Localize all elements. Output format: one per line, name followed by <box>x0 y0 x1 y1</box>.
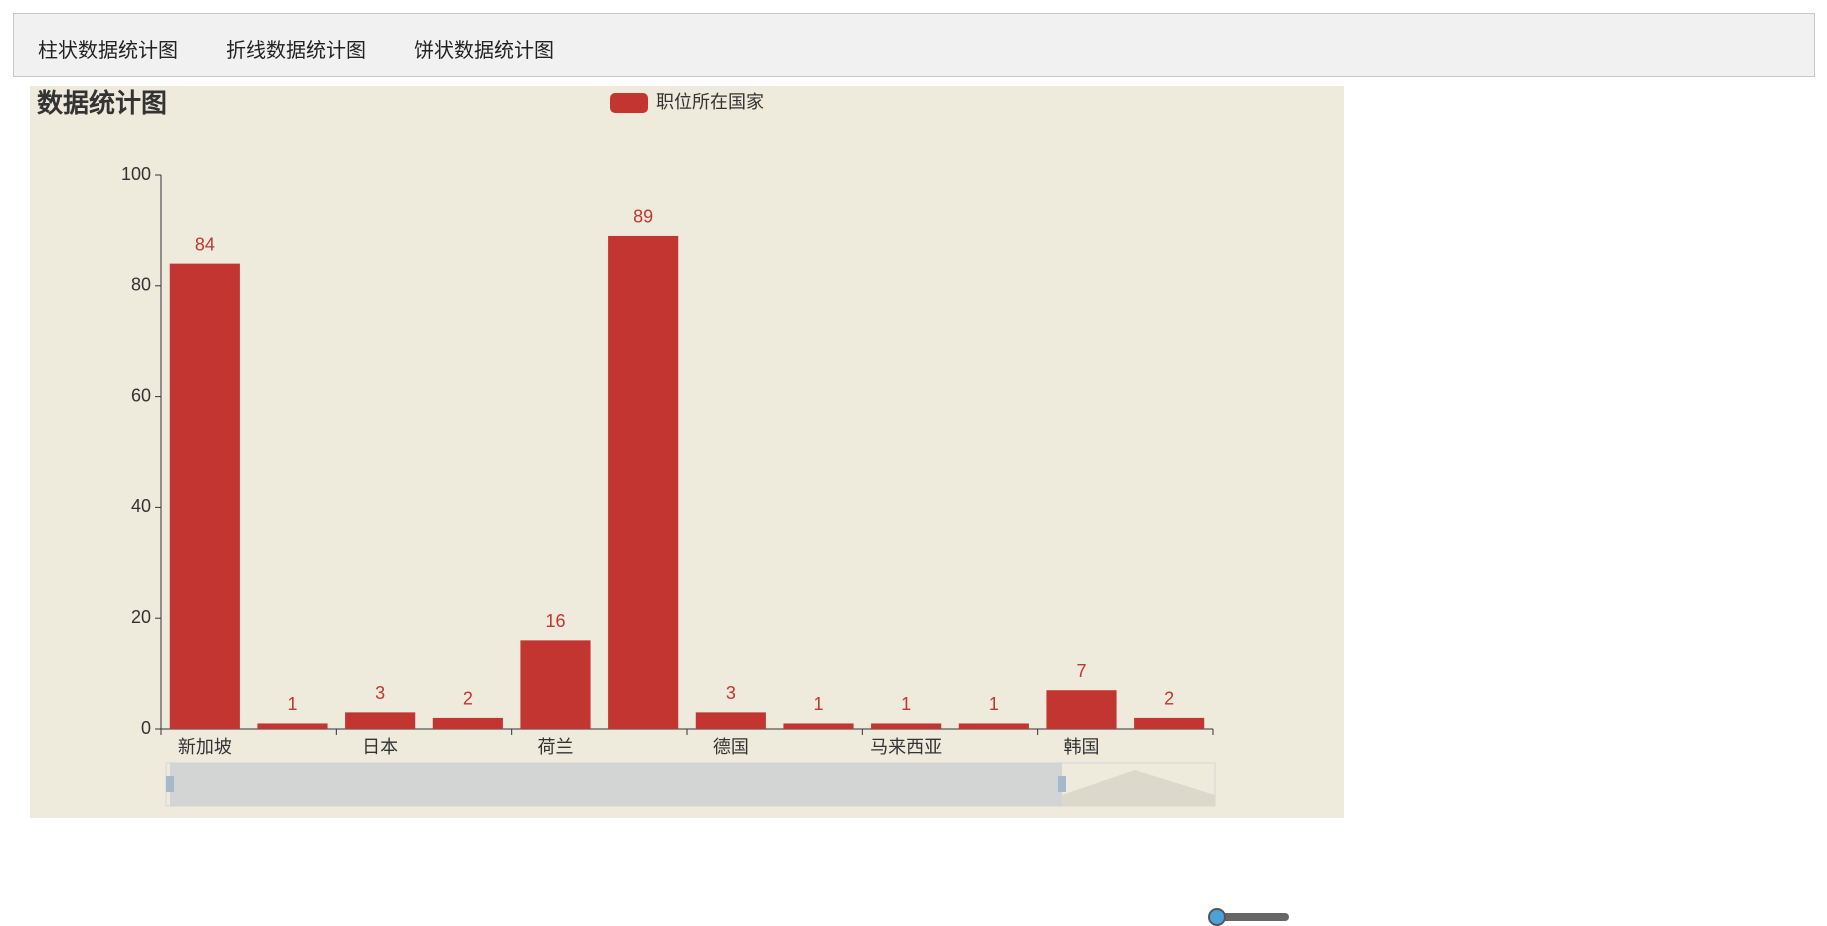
data-label: 1 <box>989 694 999 714</box>
bar <box>432 717 503 729</box>
bar <box>958 723 1029 729</box>
y-tick-label: 100 <box>121 164 151 184</box>
x-tick-label: 日本 <box>362 737 398 757</box>
data-label: 1 <box>813 694 823 714</box>
x-tick-label: 德国 <box>713 737 749 757</box>
tab[interactable]: 柱状数据统计图 <box>38 40 178 62</box>
y-tick-label: 20 <box>131 607 151 627</box>
legend-swatch <box>610 93 648 113</box>
data-label: 84 <box>195 234 215 254</box>
data-label: 1 <box>901 694 911 714</box>
data-label: 7 <box>1076 661 1086 681</box>
legend-label: 职位所在国家 <box>656 92 764 112</box>
zoom-track <box>165 762 1216 807</box>
x-tick-label: 韩国 <box>1064 737 1100 757</box>
zoom-selection <box>170 763 1062 806</box>
bar <box>520 640 591 729</box>
bar <box>345 712 416 729</box>
bar <box>783 723 854 729</box>
bar <box>608 235 679 729</box>
x-tick-label: 荷兰 <box>538 737 574 757</box>
data-label: 2 <box>1164 689 1174 709</box>
x-tick-label: 马来西亚 <box>870 737 942 757</box>
tab[interactable]: 折线数据统计图 <box>226 40 366 62</box>
y-tick-label: 60 <box>131 385 151 405</box>
chart-background <box>30 86 1344 818</box>
data-label: 3 <box>726 683 736 703</box>
data-label: 2 <box>463 689 473 709</box>
y-tick-label: 80 <box>131 275 151 295</box>
y-tick-label: 40 <box>131 496 151 516</box>
bar <box>1134 717 1205 729</box>
bar <box>169 263 240 729</box>
tab-bar: 柱状数据统计图 折线数据统计图 饼状数据统计图 <box>13 13 1815 77</box>
slider-knob[interactable] <box>1208 908 1226 926</box>
data-label: 89 <box>633 207 653 227</box>
data-label: 16 <box>545 611 565 631</box>
data-label: 3 <box>375 683 385 703</box>
bar <box>871 723 942 729</box>
chart-title: 数据统计图 <box>37 88 167 118</box>
zoom-handle <box>1058 776 1066 792</box>
y-tick-label: 0 <box>141 718 151 738</box>
zoom-preview <box>1062 770 1215 806</box>
data-label: 1 <box>287 694 297 714</box>
bar <box>257 723 328 729</box>
bar <box>695 712 766 729</box>
tab[interactable]: 饼状数据统计图 <box>414 40 554 62</box>
bar <box>1046 690 1117 729</box>
zoom-handle <box>166 776 174 792</box>
x-tick-label: 新加坡 <box>178 737 232 757</box>
